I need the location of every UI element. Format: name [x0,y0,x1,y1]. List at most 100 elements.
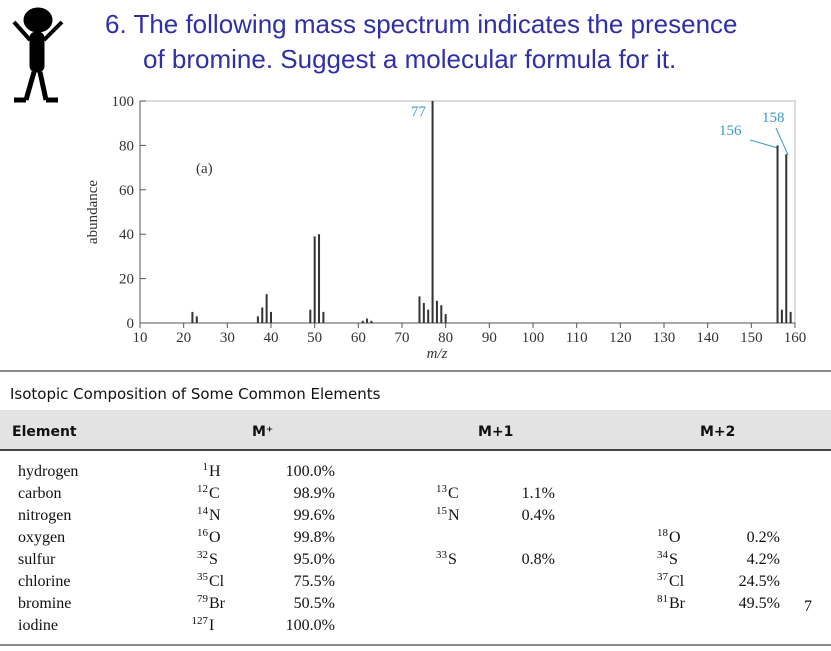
peak-bar [422,303,425,323]
x-tick-label: 30 [220,330,235,346]
mass-number: 16 [197,527,209,539]
leader-line [749,139,779,149]
x-tick-label: 90 [482,330,497,346]
chart: abundance m/z (a) 77 156 158 0 20 40 60 80 10… [85,94,806,362]
isotope-percent: 50.5% [294,595,335,612]
mass-number: 13 [436,483,448,495]
mass-number: 33 [436,549,448,561]
isotope-symbol: C [448,485,459,502]
x-tick-label: 100 [522,330,545,346]
x-tick-label: 60 [351,330,366,346]
x-tick-label: 10 [133,330,148,346]
element-name: oxygen [18,529,65,546]
mass-number: 12 [197,483,208,495]
slide-title-line1: 6. The following mass spectrum indicates… [105,9,738,39]
mass-number: 15 [436,505,448,517]
stick-figure [12,7,64,103]
column-header: M+1 [478,424,513,440]
isotope-symbol: H [209,463,221,480]
isotope-symbol: N [448,507,460,524]
isotope-percent: 99.8% [294,529,335,546]
mass-number: 34 [657,549,669,561]
peak-bar [785,154,788,323]
mass-number: 32 [197,549,208,561]
peak-bar [435,300,438,323]
peak-bar [440,305,443,323]
x-axis-label: m/z [427,346,448,362]
peak-bar [270,311,272,323]
x-tick-label: 110 [566,330,588,346]
y-tick-label: 60 [119,183,134,199]
panel-label: (a) [196,161,213,177]
leader-line [775,127,789,156]
element-name: nitrogen [18,507,71,524]
element-name: sulfur [18,551,56,568]
isotope-symbol: Br [209,595,226,612]
mass-number: 1 [203,461,209,473]
mass-number: 81 [657,593,668,605]
isotope-percent: 0.8% [522,551,555,568]
peak-bar [361,320,364,323]
isotope-symbol: S [448,551,457,568]
isotope-percent: 100.0% [286,463,335,480]
isotope-symbol: Cl [669,573,685,590]
peak-bar [313,236,316,323]
isotope-symbol: Br [669,595,686,612]
peak-label: 158 [762,110,785,126]
mass-number: 35 [197,571,209,583]
mass-number: 14 [197,505,209,517]
element-name: chlorine [18,573,70,590]
isotope-percent: 100.0% [286,617,335,634]
mass-number: 79 [197,593,209,605]
x-tick-label: 120 [609,330,632,346]
isotope-percent: 49.5% [739,595,780,612]
mass-number: 18 [657,527,669,539]
peak-bar [444,314,447,323]
x-tick-label: 80 [438,330,453,346]
slide-title-line2: of bromine. Suggest a molecular formula … [143,44,676,74]
table-title: Isotopic Composition of Some Common Elem… [10,385,381,403]
isotope-percent: 0.4% [522,507,555,524]
isotope-symbol: O [209,529,221,546]
peak-bar [427,309,430,323]
isotope-symbol: O [669,529,681,546]
column-header: Element [12,424,77,440]
y-tick-label: 80 [119,138,134,154]
element-name: carbon [18,485,62,502]
x-tick-label: 20 [176,330,191,346]
x-tick-label: 140 [696,330,719,346]
peak-label: 156 [719,123,742,139]
peak-bar [191,311,194,323]
x-tick-label: 160 [784,330,807,346]
isotope-symbol: I [209,617,214,634]
x-tick-label: 70 [395,330,410,346]
x-tick-label: 40 [264,330,279,346]
isotope-symbol: S [209,551,218,568]
isotope-percent: 99.6% [294,507,335,524]
peak-bar [418,296,421,323]
table-header-band [0,410,831,450]
peak-bar [265,294,268,323]
peak-bar [318,234,321,323]
y-tick-label: 20 [119,272,134,288]
isotope-percent: 4.2% [747,551,780,568]
x-tick-label: 130 [653,330,676,346]
isotope-percent: 95.0% [294,551,335,568]
peak-bar [776,145,779,323]
peak-bar [780,309,783,323]
peak-bar [370,320,373,323]
peak-bar [789,311,792,323]
peak-bar [261,307,264,323]
isotope-symbol: N [209,507,221,524]
isotope-percent: 24.5% [739,573,780,590]
y-tick-label: 40 [119,227,134,243]
isotope-percent: 1.1% [522,485,555,502]
peak-bar [431,101,434,323]
isotope-symbol: Cl [209,573,225,590]
peak-bar [309,309,312,323]
peak-bar [195,316,198,323]
peak-bar [256,316,259,323]
element-name: iodine [18,617,58,634]
